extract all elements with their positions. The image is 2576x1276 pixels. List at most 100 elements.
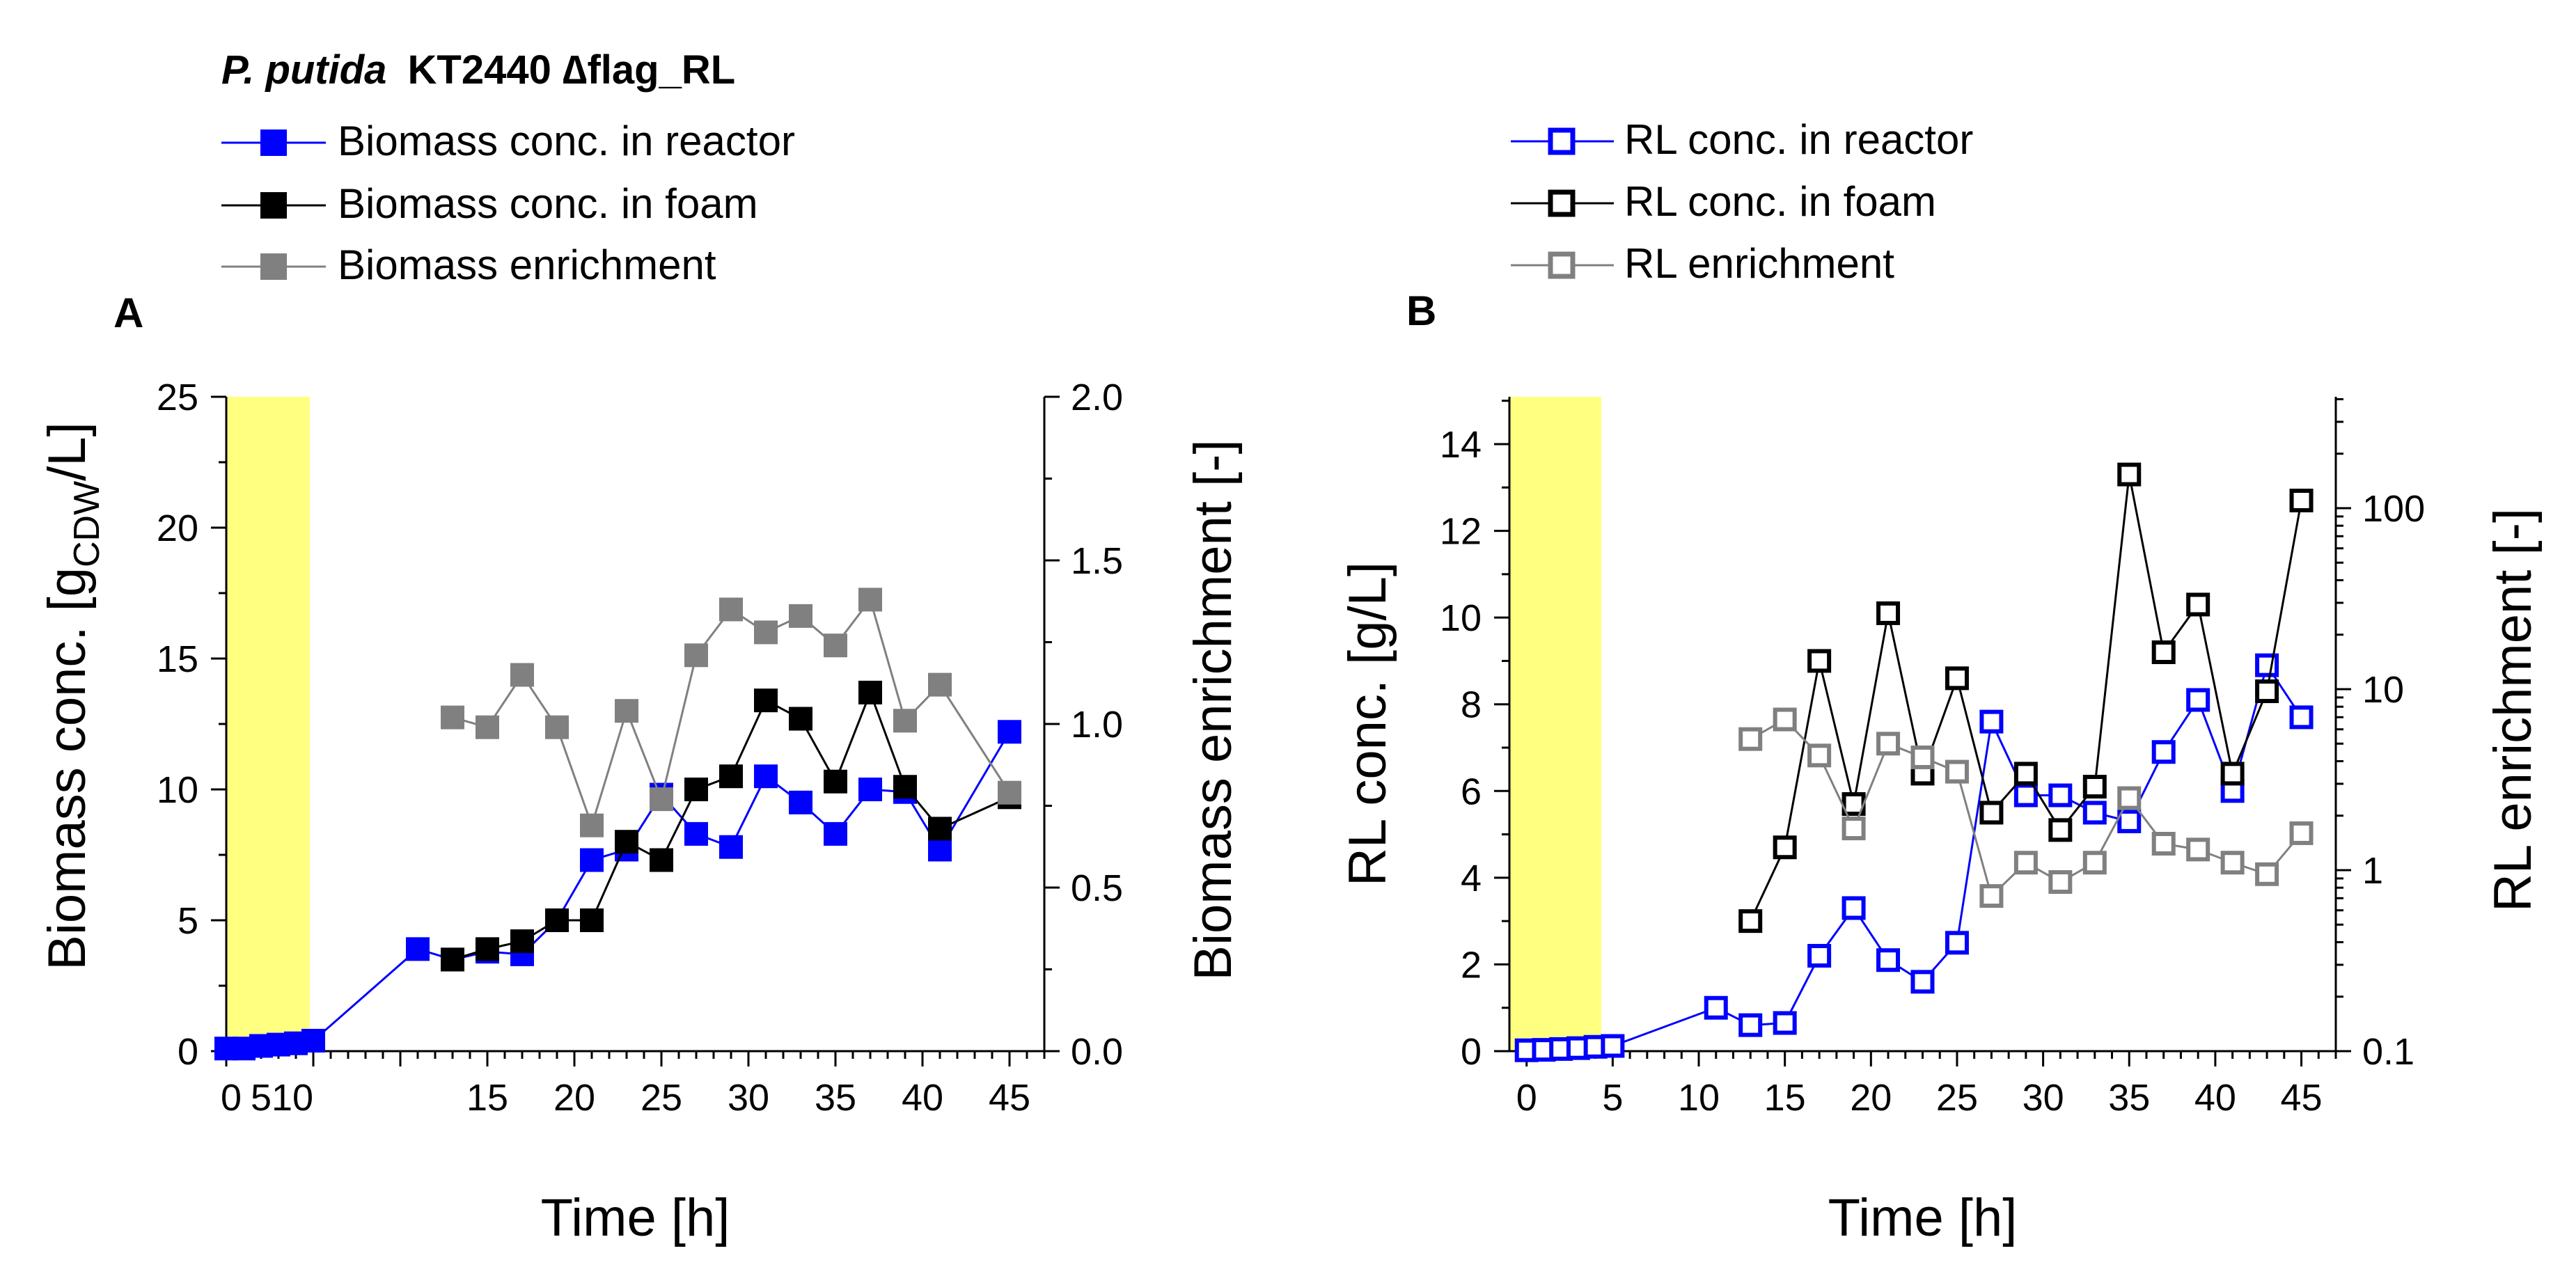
panel-a-series-biomass-conc-in-foam-point xyxy=(510,929,534,954)
panel-b-series-rl-enrichment-point xyxy=(1738,727,1763,751)
legend-marker-rl-reactor xyxy=(1548,127,1576,155)
panel-b-series-rl-enrichment-point xyxy=(1807,743,1832,768)
panel-b-series-rl-enrichment-point xyxy=(1876,732,1901,756)
panel-b-x-tick-label: 20 xyxy=(1850,1077,1892,1119)
panel-a-series-biomass-conc-in-reactor-point xyxy=(789,790,812,814)
panel-b-series-rl-conc-in-reactor-point xyxy=(1876,948,1901,972)
panel-b-y2-tick-label: 100 xyxy=(2362,488,2425,530)
panel-a-series-biomass-conc-in-reactor-line xyxy=(226,731,1011,1050)
panel-a-series-biomass-enrichment-point xyxy=(684,643,708,668)
panel-a-x-tick-label: 10 xyxy=(272,1077,313,1119)
panel-a-y2-tick-label: 0.0 xyxy=(1071,1031,1123,1073)
panel-b-series-rl-conc-in-foam-point xyxy=(2220,762,2245,786)
panel-a-x-tick-label: 5 xyxy=(251,1077,272,1119)
panel-b-series-rl-conc-in-reactor-point xyxy=(2117,809,2142,833)
panel-b-series-rl-conc-in-foam-point xyxy=(2289,488,2314,512)
panel-a-y2-tick-label: 2.0 xyxy=(1071,377,1123,418)
panel-b-series-rl-conc-in-reactor-point xyxy=(1738,1013,1763,1037)
panel-a-series-biomass-enrichment-point xyxy=(754,620,778,645)
panel-b-y-tick-label: 8 xyxy=(1461,684,1482,726)
panel-b-y-tick-label: 10 xyxy=(1440,597,1482,639)
panel-b-series-rl-conc-in-foam-point xyxy=(1738,909,1763,934)
panel-a-lag-phase-shading xyxy=(226,397,310,1051)
panel-a-series-biomass-conc-in-reactor-point xyxy=(580,848,604,872)
legend-entry-biomass-reactor: Biomass conc. in reactor xyxy=(221,118,795,164)
panel-b-x-tick-label: 25 xyxy=(1936,1077,1978,1119)
panel-b-y-tick-label: 6 xyxy=(1461,771,1482,812)
panel-b-x-tick-label: 5 xyxy=(1602,1077,1623,1119)
panel-a-series-biomass-conc-in-reactor-point xyxy=(754,764,778,789)
panel-a-series-biomass-enrichment-point xyxy=(789,604,812,628)
panel-b-x-tick-label: 15 xyxy=(1764,1077,1806,1119)
legend-marker-rl-enrichment xyxy=(1548,251,1576,279)
panel-a-series-biomass-enrichment-point xyxy=(545,715,569,739)
panel-b-series-rl-conc-in-foam-point xyxy=(1979,801,2004,825)
panel-a-series-biomass-conc-in-reactor-point xyxy=(928,837,952,862)
panel-b-series-rl-conc-in-foam-point xyxy=(1773,835,1797,860)
panel-b-series-rl-conc-in-reactor-point xyxy=(1704,995,1728,1020)
panel-a-series-biomass-conc-in-foam-point xyxy=(615,830,638,854)
panel-b-series-rl-conc-in-foam-point xyxy=(2048,818,2073,842)
panel-a-series-biomass-conc-in-foam-point xyxy=(684,778,708,801)
panel-b-series-rl-enrichment-point xyxy=(2289,821,2314,845)
legend-label-biomass-foam: Biomass conc. in foam xyxy=(338,180,758,227)
panel-a-series-biomass-conc-in-foam-point xyxy=(719,764,743,789)
panel-b-series-rl-conc-in-reactor-point xyxy=(2082,801,2107,825)
panel-b-series-rl-conc-in-foam-point xyxy=(2186,592,2210,617)
panel-a-x-tick-label: 35 xyxy=(815,1077,856,1119)
panel-a-series-biomass-enrichment-point xyxy=(580,813,604,837)
panel-b-series-rl-conc-in-reactor-point xyxy=(1601,1034,1625,1058)
panel-b-series-rl-conc-in-reactor-point xyxy=(2151,740,2176,764)
legend-entry-rl-enrichment: RL enrichment xyxy=(1511,240,1894,287)
panel-b-series-rl-conc-in-reactor-point xyxy=(1910,970,1935,994)
panel-a-series-biomass-conc-in-reactor-point xyxy=(719,835,743,859)
panel-a-y-axis-label-end: /L] xyxy=(38,422,97,481)
panel-b-series-rl-conc-in-reactor-point xyxy=(1841,896,1866,920)
legend-label-rl-enrichment: RL enrichment xyxy=(1624,240,1894,287)
panel-b-y-tick-label: 4 xyxy=(1461,858,1482,899)
panel-a-y2-axis-label: Biomass enrichment [-] xyxy=(1184,439,1243,980)
panel-b-series-rl-enrichment-point xyxy=(2013,851,2038,875)
panel-a-series-biomass-conc-in-foam-point xyxy=(893,775,917,799)
panel-a-series-biomass-enrichment-point xyxy=(476,715,499,739)
panel-b-series-rl-conc-in-reactor-point xyxy=(2289,705,2314,730)
panel-b-series-rl-conc-in-foam-point xyxy=(1841,791,1866,816)
panel-a-series-biomass-conc-in-foam-point xyxy=(858,680,882,704)
panel-b-series-rl-enrichment-point xyxy=(2186,837,2210,862)
panel-b-series-rl-conc-in-reactor-point xyxy=(2048,783,2073,808)
panel-a-series-biomass-conc-in-reactor-point xyxy=(824,821,847,846)
panel-a-series-biomass-conc-in-foam-point xyxy=(928,817,952,841)
legend-marker-rl-foam xyxy=(1548,189,1576,217)
panel-b-lag-phase-shading xyxy=(1509,397,1601,1051)
panel-a-series-biomass-enrichment-point xyxy=(615,699,638,723)
panel-b-series-rl-enrichment-point xyxy=(1773,707,1797,732)
panel-a-y-tick-label: 15 xyxy=(157,638,198,680)
panel-a-series-biomass-conc-in-foam-point xyxy=(580,908,604,932)
panel-a-series-biomass-enrichment-point xyxy=(650,787,673,812)
panel-b-series-rl-conc-in-reactor-point xyxy=(1979,709,2004,734)
legend-marker-biomass-reactor xyxy=(260,129,287,156)
panel-b-series-rl-conc-in-foam-point xyxy=(1945,666,1969,691)
panel-b-x-axis-label: Time [h] xyxy=(1828,1188,2018,1247)
panel-b-y2-tick-label: 10 xyxy=(2362,669,2404,711)
panel-b-series-rl-enrichment-point xyxy=(1841,817,1866,841)
panel-a-series-biomass-conc-in-foam-point xyxy=(476,937,499,961)
panel-a-x-tick-label: 0 xyxy=(221,1077,242,1119)
panel-a-series-biomass-conc-in-foam-point xyxy=(824,769,847,794)
legend-biomass: Biomass conc. in reactor Biomass conc. i… xyxy=(221,118,795,288)
panel-a-series-biomass-conc-in-foam-point xyxy=(754,688,778,713)
legend-label-rl-reactor: RL conc. in reactor xyxy=(1624,116,1973,163)
panel-b-x-tick-label: 10 xyxy=(1678,1077,1720,1119)
panel-a-y-tick-label: 25 xyxy=(157,377,198,418)
legend-entry-biomass-enrichment: Biomass enrichment xyxy=(221,242,716,288)
legend-entry-rl-reactor: RL conc. in reactor xyxy=(1511,116,1973,163)
panel-b-series-rl-enrichment-point xyxy=(2048,870,2073,895)
panel-b-y-tick-label: 0 xyxy=(1461,1031,1482,1073)
panel-b-y-axis-label: RL conc. [g/L] xyxy=(1338,562,1397,886)
panel-a-x-tick-label: 25 xyxy=(641,1077,682,1119)
panel-b-series-rl-conc-in-foam-point xyxy=(2151,640,2176,664)
legend-entry-rl-foam: RL conc. in foam xyxy=(1511,178,1936,225)
legend-marker-biomass-enrichment xyxy=(260,253,287,280)
panel-a-x-axis-label: Time [h] xyxy=(541,1188,730,1247)
